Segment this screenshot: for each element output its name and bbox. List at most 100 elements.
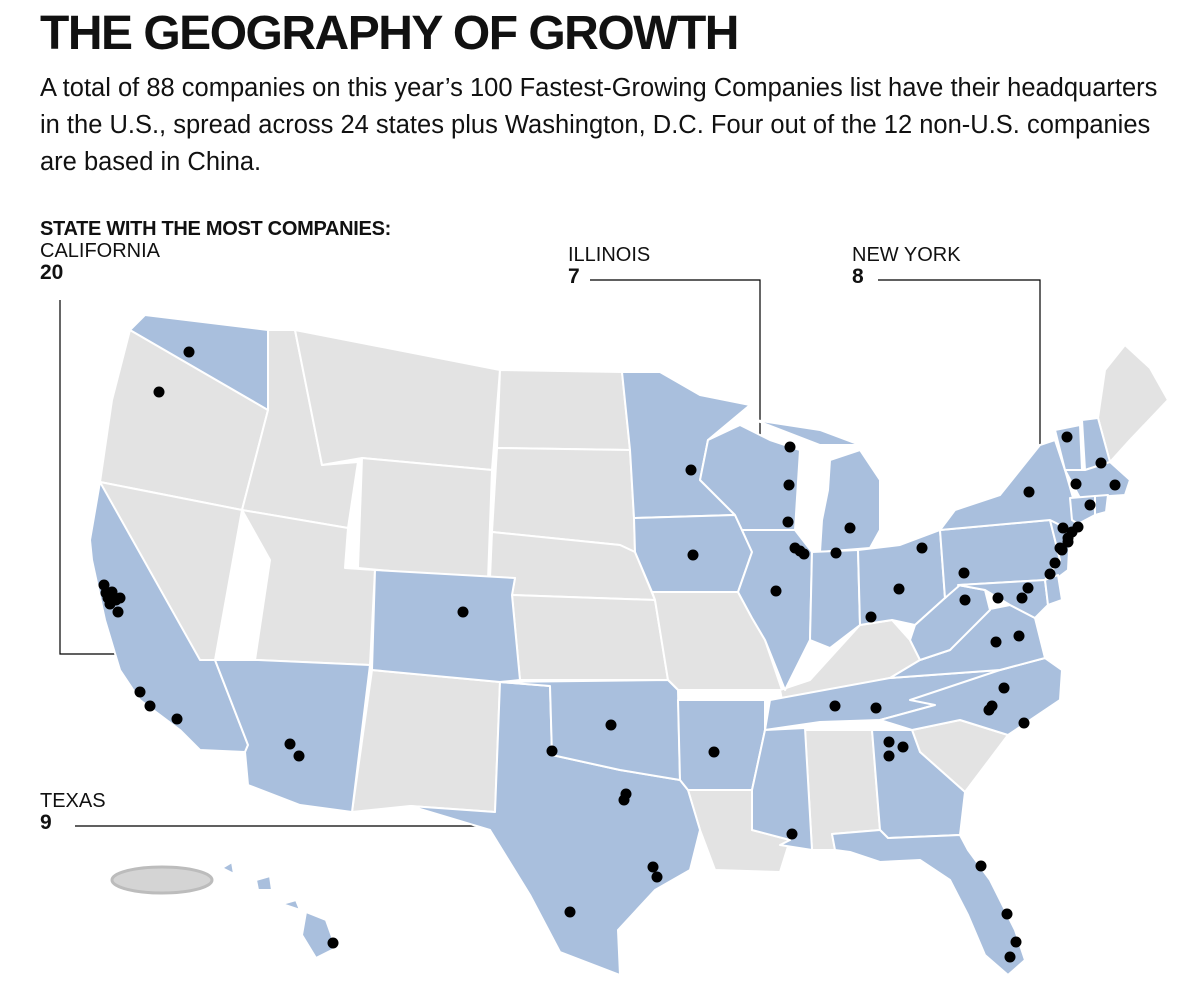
- company-dots: [98, 346, 1121, 963]
- new-york-leader-line: [878, 279, 1041, 460]
- company-dot: [784, 441, 796, 453]
- company-dot: [883, 750, 895, 762]
- company-dot: [564, 906, 576, 918]
- callout-texas: TEXAS 9: [40, 790, 106, 834]
- state-delaware: [1044, 574, 1063, 606]
- company-dot: [171, 713, 183, 725]
- company-dot: [958, 567, 970, 579]
- company-dot: [134, 686, 146, 698]
- company-dot: [1049, 557, 1061, 569]
- state-washington: [129, 314, 269, 411]
- page-title: THE GEOGRAPHY OF GROWTH: [40, 7, 739, 60]
- company-dot: [112, 606, 124, 618]
- company-dot: [798, 548, 810, 560]
- company-dot: [293, 750, 305, 762]
- company-dot: [144, 700, 156, 712]
- state-hawaii: [221, 861, 337, 959]
- state-north-dakota: [496, 369, 631, 451]
- company-dot: [687, 549, 699, 561]
- state-mississippi: [751, 727, 813, 851]
- company-dot: [1070, 478, 1082, 490]
- company-dot: [830, 547, 842, 559]
- company-dot: [1054, 542, 1066, 554]
- state-wyoming: [357, 457, 493, 581]
- company-dot: [100, 587, 112, 599]
- company-dot: [1013, 630, 1025, 642]
- new-york-label: NEW YORK: [852, 244, 961, 266]
- company-dot: [786, 828, 798, 840]
- company-dot: [1109, 479, 1121, 491]
- company-dot: [651, 871, 663, 883]
- state-maine: [1097, 344, 1169, 463]
- company-dot: [992, 592, 1004, 604]
- state-oklahoma: [499, 679, 681, 781]
- new-york-count: 8: [852, 265, 864, 288]
- company-dot: [844, 522, 856, 534]
- state-colorado: [371, 569, 521, 683]
- illinois-count: 7: [568, 265, 580, 288]
- company-dot: [1044, 568, 1056, 580]
- intro-text: A total of 88 companies on this year’s 1…: [40, 74, 1158, 176]
- state-florida: [831, 829, 1026, 976]
- state-new-mexico: [351, 669, 501, 813]
- company-dot: [883, 736, 895, 748]
- state-new-york: [939, 439, 1081, 531]
- company-dot: [1010, 936, 1022, 948]
- callout-illinois: ILLINOIS 7: [568, 244, 650, 288]
- state-arkansas: [677, 699, 766, 791]
- callout-new-york: NEW YORK 8: [852, 244, 961, 288]
- state-illinois: [737, 529, 813, 691]
- company-dot: [284, 738, 296, 750]
- texas-count: 9: [40, 811, 52, 834]
- state-montana: [294, 329, 501, 471]
- company-dot: [1095, 457, 1107, 469]
- company-dot: [1001, 908, 1013, 920]
- illinois-label: ILLINOIS: [568, 244, 651, 266]
- company-dot: [647, 861, 659, 873]
- company-dot: [1016, 592, 1028, 604]
- state-utah: [241, 509, 376, 666]
- callout-california: STATE WITH THE MOST COMPANIES: CALIFORNI…: [40, 218, 391, 284]
- company-dot: [783, 479, 795, 491]
- company-dot: [1023, 486, 1035, 498]
- states: [89, 314, 1169, 976]
- california-count: 20: [40, 261, 64, 284]
- company-dot: [457, 606, 469, 618]
- company-dot: [770, 585, 782, 597]
- company-dot: [1072, 521, 1084, 533]
- company-dot: [975, 860, 987, 872]
- company-dot: [1084, 499, 1096, 511]
- company-dot: [782, 516, 794, 528]
- texas-label: TEXAS: [40, 790, 106, 812]
- company-dot: [153, 386, 165, 398]
- company-dot: [829, 700, 841, 712]
- company-dot: [916, 542, 928, 554]
- company-dot: [990, 636, 1002, 648]
- company-dot: [893, 583, 905, 595]
- company-dot: [1057, 522, 1069, 534]
- company-dot: [685, 464, 697, 476]
- company-dot: [1062, 536, 1074, 548]
- state-arizona: [214, 659, 371, 813]
- most-companies-heading: STATE WITH THE MOST COMPANIES:: [40, 218, 391, 240]
- company-dot: [1022, 582, 1034, 594]
- company-dot: [618, 794, 630, 806]
- company-dot: [708, 746, 720, 758]
- company-dot: [546, 745, 558, 757]
- company-dot: [114, 592, 126, 604]
- company-dot: [865, 611, 877, 623]
- company-dot: [983, 704, 995, 716]
- company-dot: [897, 741, 909, 753]
- company-dot: [998, 682, 1010, 694]
- company-dot: [959, 594, 971, 606]
- company-dot: [1018, 717, 1030, 729]
- company-dot: [870, 702, 882, 714]
- company-dot: [183, 346, 195, 358]
- state-rhode-island: [1094, 494, 1109, 516]
- state-kansas: [511, 594, 669, 681]
- company-dot: [104, 598, 116, 610]
- company-dot: [1061, 431, 1073, 443]
- alaska-placeholder: [110, 865, 214, 895]
- company-dot: [327, 937, 339, 949]
